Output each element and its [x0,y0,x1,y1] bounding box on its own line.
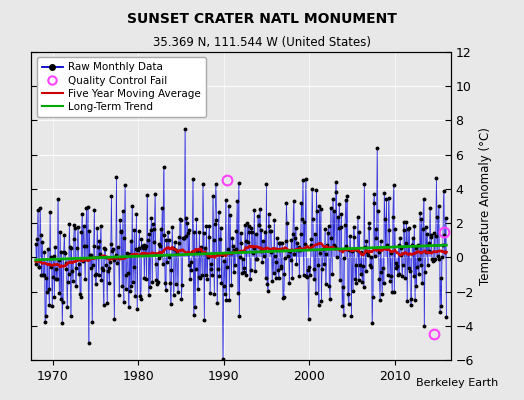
Y-axis label: Temperature Anomaly (°C): Temperature Anomaly (°C) [479,127,493,285]
Text: Berkeley Earth: Berkeley Earth [416,378,498,388]
Legend: Raw Monthly Data, Quality Control Fail, Five Year Moving Average, Long-Term Tren: Raw Monthly Data, Quality Control Fail, … [37,57,206,117]
Text: SUNSET CRATER NATL MONUMENT: SUNSET CRATER NATL MONUMENT [127,12,397,26]
Text: 35.369 N, 111.544 W (United States): 35.369 N, 111.544 W (United States) [153,36,371,49]
